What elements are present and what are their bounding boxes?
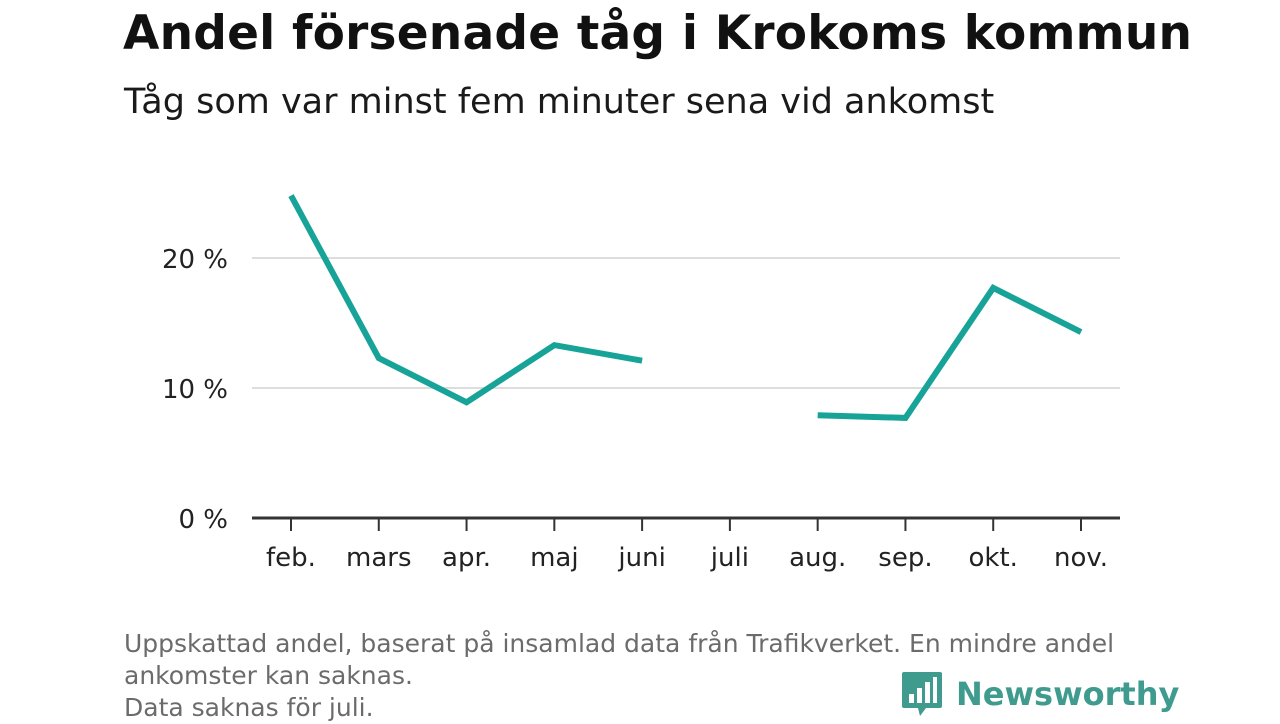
newsworthy-logo[interactable]: Newsworthy [900, 670, 1179, 718]
x-tick-label: juni [617, 543, 665, 573]
y-tick-label: 0 % [178, 505, 228, 535]
x-tick-label: okt. [969, 543, 1018, 573]
footnote-line-1: Uppskattad andel, baserat på insamlad da… [124, 628, 1164, 660]
x-tick-label: apr. [442, 543, 491, 573]
series-line-segment [291, 196, 642, 403]
y-tick-label: 10 % [162, 375, 228, 405]
x-tick-label: juli [710, 543, 749, 573]
y-tick-label: 20 % [162, 245, 228, 275]
series-line-segment [818, 288, 1081, 418]
x-tick-label: maj [530, 543, 578, 573]
x-tick-label: mars [346, 543, 412, 573]
x-tick-label: sep. [878, 543, 932, 573]
bar-chart-speech-icon [900, 670, 944, 718]
x-tick-label: nov. [1054, 543, 1108, 573]
x-tick-label: aug. [789, 543, 846, 573]
logo-text: Newsworthy [956, 675, 1179, 713]
x-tick-label: feb. [266, 543, 316, 573]
